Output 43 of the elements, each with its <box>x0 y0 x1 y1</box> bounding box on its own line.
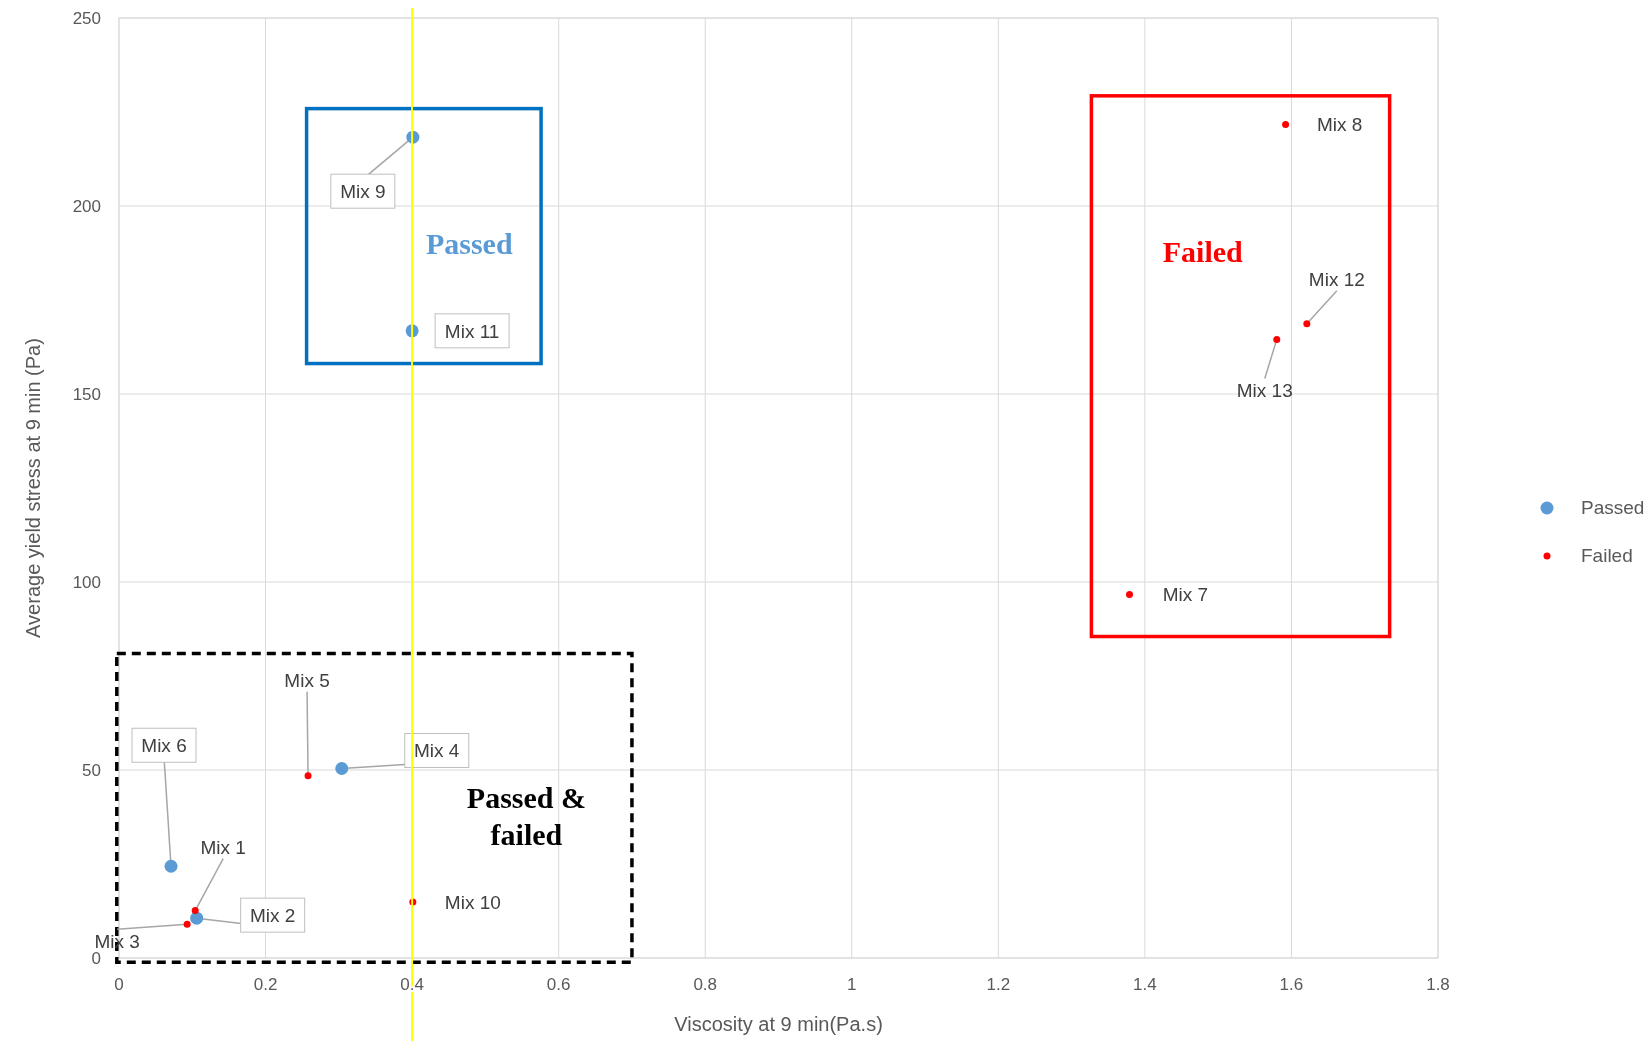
annotation: Failed <box>1162 235 1244 268</box>
x-tick-label: 0.2 <box>253 975 278 994</box>
x-axis-title: Viscosity at 9 min(Pa.s) <box>674 1013 883 1035</box>
x-tick-label: 1.4 <box>1133 975 1157 994</box>
x-tick-label: 1.6 <box>1279 975 1304 994</box>
y-tick-label: 100 <box>72 573 101 592</box>
annotation: Mix 9 <box>340 181 386 203</box>
x-tick-label: 0.8 <box>693 975 718 994</box>
point <box>304 772 312 780</box>
x-tick-label: 0.6 <box>546 975 571 994</box>
legend-label: Passed <box>1581 497 1645 518</box>
point <box>1282 120 1290 128</box>
x-tick-label: 1.2 <box>986 975 1011 994</box>
annotation: Mix 8 <box>1316 114 1363 136</box>
legend-label: Failed <box>1581 545 1633 566</box>
point <box>1126 590 1133 598</box>
annotation: Mix 10 <box>444 891 501 913</box>
point <box>1303 320 1311 328</box>
annotation: Passed <box>425 227 513 261</box>
x-tick-label: 0 <box>114 975 124 994</box>
y-axis-title: Average yield stress at 9 min (Pa) <box>22 338 44 638</box>
annotation: Mix 12 <box>1308 268 1365 290</box>
point <box>183 920 191 928</box>
y-tick-label: 150 <box>72 385 101 404</box>
annotation: Mix 5 <box>284 669 330 691</box>
y-tick-label: 50 <box>82 761 101 780</box>
annotation: Passed & failed <box>466 780 587 851</box>
annotation: Mix 2 <box>249 905 296 927</box>
point <box>335 762 349 775</box>
annotation: Mix 7 <box>1162 584 1209 606</box>
annotation: Mix 13 <box>1236 380 1293 402</box>
point <box>190 911 204 925</box>
x-tick-label: 1.8 <box>1426 975 1450 994</box>
point <box>164 859 178 873</box>
point <box>191 907 199 915</box>
annotation: Mix 11 <box>444 320 500 342</box>
annotation: Mix 1 <box>200 836 246 858</box>
x-tick-label: 1 <box>847 975 857 994</box>
y-tick-label: 200 <box>72 197 101 216</box>
point <box>1273 335 1281 343</box>
annotation: Mix 6 <box>141 735 187 757</box>
y-tick-label: 250 <box>72 9 101 28</box>
annotation: Mix 4 <box>414 740 460 762</box>
